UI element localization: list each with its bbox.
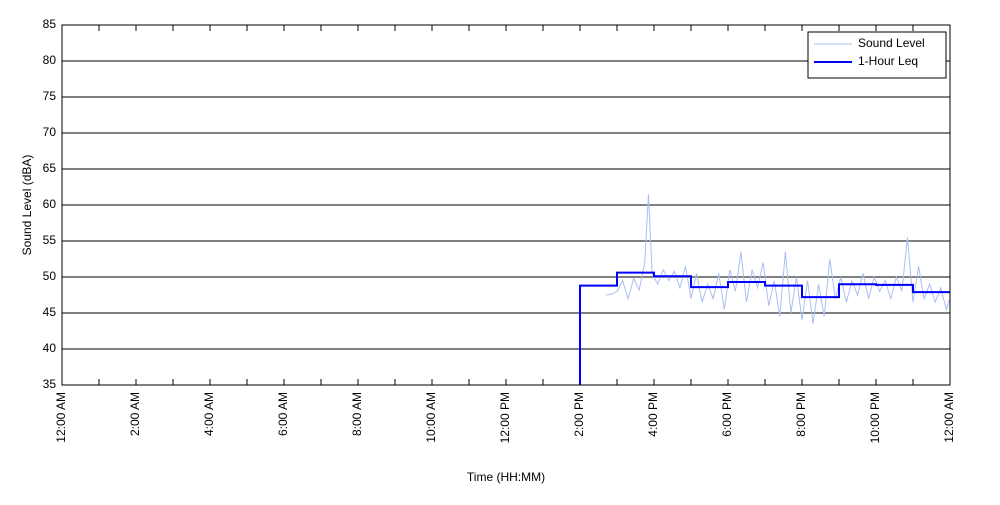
- x-tick-label: 12:00 AM: [54, 392, 68, 443]
- legend-label: Sound Level: [858, 36, 925, 50]
- y-tick-label: 50: [43, 269, 57, 283]
- y-tick-label: 75: [43, 89, 57, 103]
- legend-label: 1-Hour Leq: [858, 54, 918, 68]
- x-tick-label: 10:00 AM: [424, 392, 438, 443]
- y-tick-label: 35: [43, 377, 57, 391]
- x-tick-label: 12:00 AM: [942, 392, 956, 443]
- plot-frame: [61, 24, 951, 386]
- x-tick-label: 2:00 PM: [572, 392, 586, 437]
- y-tick-label: 65: [43, 161, 57, 175]
- x-tick-label: 6:00 AM: [276, 392, 290, 436]
- plot-lines: [579, 194, 950, 385]
- x-tick-label: 8:00 AM: [350, 392, 364, 436]
- x-tick-label: 6:00 PM: [720, 392, 734, 437]
- y-tick-label: 55: [43, 233, 57, 247]
- y-tick-label: 40: [43, 341, 57, 355]
- x-tick-label: 10:00 PM: [868, 392, 882, 443]
- y-axis-label: Sound Level (dBA): [20, 155, 34, 256]
- x-axis-label: Time (HH:MM): [467, 470, 545, 484]
- x-tick-label: 2:00 AM: [128, 392, 142, 436]
- y-tick-label: 45: [43, 305, 57, 319]
- series-line: [579, 271, 950, 385]
- x-tick-label: 8:00 PM: [794, 392, 808, 437]
- x-tick-label: 4:00 AM: [202, 392, 216, 436]
- y-tick-label: 70: [43, 125, 57, 139]
- x-tick-label: 12:00 PM: [498, 392, 512, 443]
- y-tick-label: 85: [43, 17, 57, 31]
- y-tick-label: 60: [43, 197, 57, 211]
- legend-box: [807, 31, 947, 79]
- x-tick-label: 4:00 PM: [646, 392, 660, 437]
- y-tick-label: 80: [43, 53, 57, 67]
